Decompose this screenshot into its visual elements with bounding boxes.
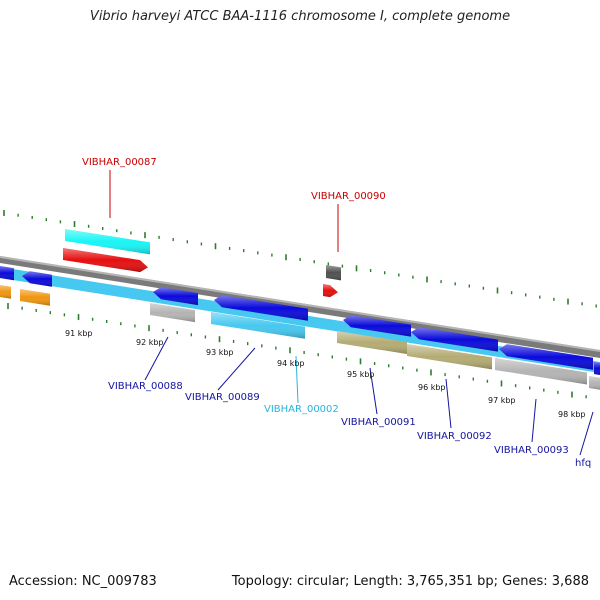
scale-label: 95 kbp xyxy=(347,370,375,379)
gene-red-vibhar-00090[interactable] xyxy=(323,284,338,298)
gene-cyan-vibhar-00087-shading xyxy=(65,229,150,255)
gene-red-vibhar-00090-shading xyxy=(323,284,338,298)
gene-dark-gray-vibhar-00090-shading xyxy=(326,265,341,281)
gene-blue-arrow-shading xyxy=(22,271,52,287)
gene-track-light-blue xyxy=(0,267,600,373)
gene-blue-left-edge[interactable] xyxy=(0,266,14,281)
gene-dark-gray-vibhar-00090[interactable] xyxy=(326,265,341,281)
gene-olive-vibhar-00091[interactable] xyxy=(337,331,407,354)
scale-label: 98 kbp xyxy=(558,410,586,419)
leader-line xyxy=(369,367,378,415)
gene-labels: VIBHAR_00087 VIBHAR_00090 VIBHAR_00088 V… xyxy=(82,157,591,469)
gene-olive-vibhar-00091-shading xyxy=(337,331,407,354)
scale-label: 91 kbp xyxy=(65,329,93,338)
leader-line xyxy=(217,347,256,391)
scale-label: 96 kbp xyxy=(418,383,446,392)
scale-labels: 91 kbp 92 kbp 93 kbp 94 kbp 95 kbp 96 kb… xyxy=(65,329,586,419)
gene-label-vibhar-00089[interactable]: VIBHAR_00089 xyxy=(185,392,260,403)
gene-blue-left-edge-shading xyxy=(0,266,14,281)
gene-label-vibhar-00090[interactable]: VIBHAR_00090 xyxy=(311,191,386,202)
gene-blue-arrow-3-shading xyxy=(214,295,308,321)
gene-red-vibhar-00087[interactable] xyxy=(63,248,148,273)
gene-olive-vibhar-00092[interactable] xyxy=(407,344,492,370)
gene-olive-vibhar-00092-shading xyxy=(407,344,492,370)
gene-label-vibhar-00002[interactable]: VIBHAR_00002 xyxy=(264,404,339,415)
gene-label-vibhar-00088[interactable]: VIBHAR_00088 xyxy=(108,381,183,392)
gene-red-vibhar-00087-shading xyxy=(63,248,148,273)
gene-label-hfq[interactable]: hfq xyxy=(575,458,591,469)
gene-blue-arrow-4-shading xyxy=(343,315,411,337)
gene-gray-hfq-shading xyxy=(589,376,600,390)
gene-gray-hfq[interactable] xyxy=(589,376,600,390)
leader-line xyxy=(579,411,594,456)
gene-gray-vibhar-00093-shading xyxy=(495,358,587,385)
scale-label: 92 kbp xyxy=(136,338,164,347)
gene-blue-arrow-2-shading xyxy=(153,287,198,306)
tick-ring-inner xyxy=(7,303,587,399)
gene-cyan-vibhar-00087[interactable] xyxy=(65,229,150,255)
leader-line xyxy=(531,398,537,443)
accession-text: Accession: NC_009783 xyxy=(9,574,157,589)
gene-blue-right-edge-shading xyxy=(594,362,600,375)
map-title: Vibrio harveyi ATCC BAA-1116 chromosome … xyxy=(89,9,511,24)
scale-label: 97 kbp xyxy=(488,396,516,405)
gene-light-blue-vibhar-00089-shading xyxy=(211,312,305,339)
gene-gray-vibhar-00093[interactable] xyxy=(495,358,587,385)
gene-label-vibhar-00093[interactable]: VIBHAR_00093 xyxy=(494,445,569,456)
gene-gray-vibhar-00088[interactable] xyxy=(150,303,195,323)
leader-line xyxy=(445,378,452,429)
genome-summary-text: Topology: circular; Length: 3,765,351 bp… xyxy=(231,574,589,589)
gene-label-vibhar-00091[interactable]: VIBHAR_00091 xyxy=(341,417,416,428)
gene-orange-2-shading xyxy=(20,289,50,306)
gene-blue-arrow-6-shading xyxy=(499,344,593,370)
gene-features xyxy=(0,229,600,390)
gene-gray-vibhar-00088-shading xyxy=(150,303,195,323)
gene-blue-arrow-5-shading xyxy=(411,327,498,352)
gene-blue-arrow-5[interactable] xyxy=(411,327,498,352)
gene-label-vibhar-00092[interactable]: VIBHAR_00092 xyxy=(417,431,492,442)
scale-label: 93 kbp xyxy=(206,348,234,357)
gene-orange-2[interactable] xyxy=(20,289,50,306)
label-leaders xyxy=(109,170,594,456)
genome-backbone xyxy=(0,256,600,358)
gene-orange-shading xyxy=(0,285,11,299)
tick-ring-outer xyxy=(3,210,597,308)
leader-line xyxy=(295,355,299,404)
leader-line xyxy=(144,336,169,381)
gene-orange[interactable] xyxy=(0,285,11,299)
gene-blue-arrow-4[interactable] xyxy=(343,315,411,337)
gene-blue-arrow-2[interactable] xyxy=(153,287,198,306)
gene-blue-right-edge[interactable] xyxy=(594,362,600,375)
gene-blue-arrow-3[interactable] xyxy=(214,295,308,321)
scale-label: 94 kbp xyxy=(277,359,305,368)
gene-label-vibhar-00087[interactable]: VIBHAR_00087 xyxy=(82,157,157,168)
gene-light-blue-vibhar-00089[interactable] xyxy=(211,312,305,339)
gene-blue-arrow[interactable] xyxy=(22,271,52,287)
gene-blue-arrow-6[interactable] xyxy=(499,344,593,370)
